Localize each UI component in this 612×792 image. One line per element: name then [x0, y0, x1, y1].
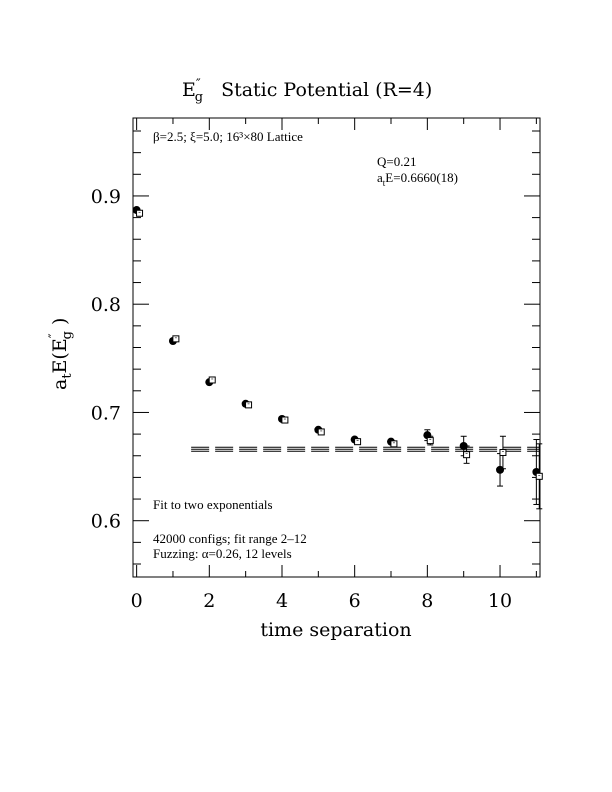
x-tick-label: 8: [421, 590, 433, 612]
y-axis-label: atE(E″g ): [47, 318, 75, 390]
data-point-square: [317, 428, 325, 436]
data-point-square: [499, 449, 507, 457]
data-point-square: [354, 438, 362, 446]
y-tick-label: 0.8: [91, 294, 121, 316]
axis-tick-labels: 0 2 4 6 8 10 0.6 0.7 0.8 0.9: [91, 186, 512, 612]
y-tick-label: 0.6: [91, 511, 121, 533]
ylabel-suffix: ): [49, 318, 71, 331]
data-point-square: [245, 401, 253, 409]
ylabel-main: E(E: [49, 338, 71, 373]
annotation-configs: 42000 configs; fit range 2–12: [153, 531, 307, 546]
x-tick-label: 2: [203, 590, 215, 612]
ylabel-prefix-sub: t: [60, 373, 75, 379]
annotation-lattice: β=2.5; ξ=5.0; 16³×80 Lattice: [153, 129, 303, 144]
x-axis-label: time separation: [260, 619, 411, 641]
ylabel-main-sup: ″: [47, 333, 62, 338]
ylabel-prefix: a: [49, 379, 71, 390]
data-point-square: [426, 437, 434, 445]
annotation-q: Q=0.21: [377, 154, 416, 169]
energy-prefix: a: [377, 170, 383, 185]
energy-text: E=0.6660(18): [385, 170, 458, 185]
y-tick-label: 0.9: [91, 186, 121, 208]
data-point-square: [172, 335, 180, 343]
fit-band: [191, 446, 540, 452]
data-point-square: [390, 440, 398, 448]
title-superscript: ″: [196, 77, 201, 92]
x-tick-label: 6: [349, 590, 361, 612]
data-point-square: [136, 209, 144, 217]
ylabel-main-sub: g: [60, 331, 75, 339]
title-text: Static Potential (R=4): [221, 79, 432, 101]
data-point-square: [535, 472, 543, 480]
data-point-square: [208, 376, 216, 384]
data-point-square: [463, 451, 471, 459]
annotation-fuzzing: Fuzzing: α=0.26, 12 levels: [153, 546, 292, 561]
data-point-circle: [496, 465, 505, 474]
axis-ticks: [133, 118, 540, 577]
energy-sub: t: [383, 178, 386, 188]
chart-title: E″ g Static Potential (R=4): [182, 77, 432, 105]
y-tick-label: 0.7: [91, 402, 121, 424]
title-symbol: E: [182, 79, 196, 101]
title-subscript: g: [195, 90, 203, 105]
data-markers: [132, 206, 543, 510]
x-tick-label: 10: [488, 590, 512, 612]
annotation-fit-desc: Fit to two exponentials: [153, 497, 273, 512]
x-tick-label: 0: [131, 590, 143, 612]
annotation-energy: atE=0.6660(18): [377, 170, 458, 188]
data-point-square: [281, 416, 289, 424]
x-tick-label: 4: [276, 590, 288, 612]
